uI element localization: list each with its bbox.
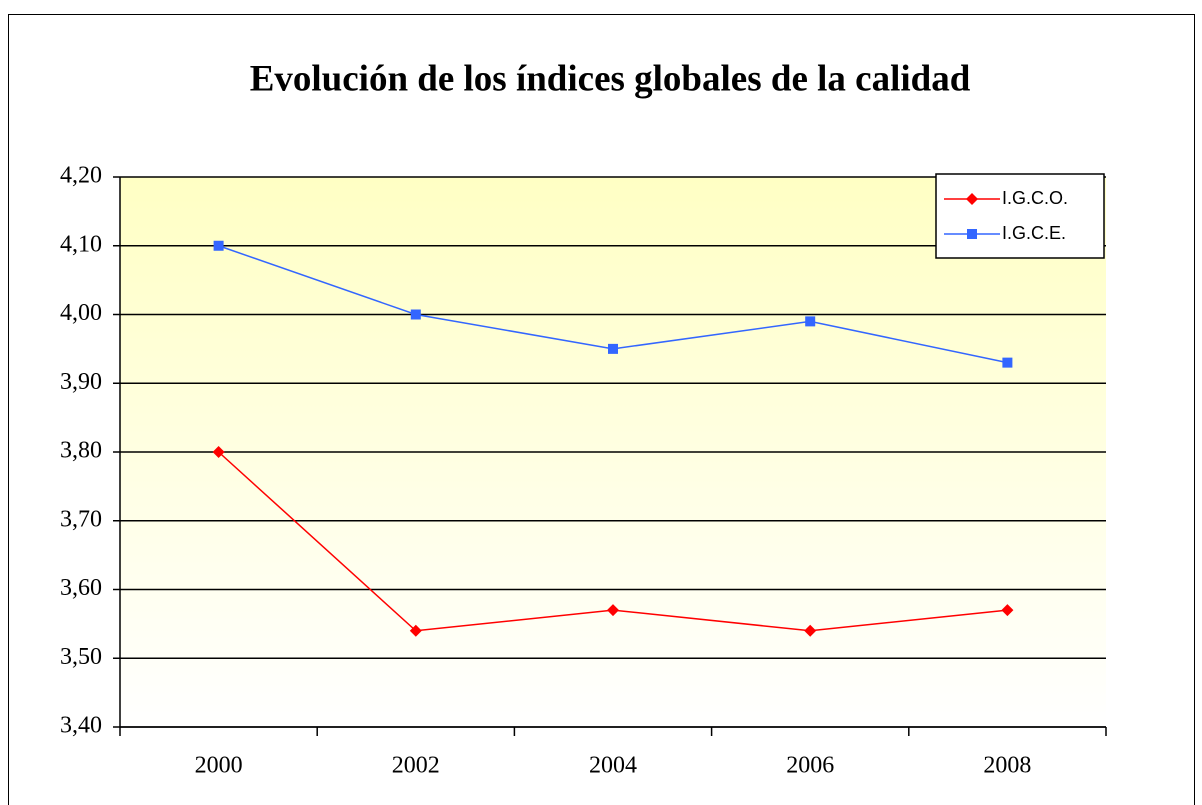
y-tick-label: 3,50 [60,644,102,670]
y-tick-label: 4,00 [60,300,102,326]
x-tick-label: 2004 [589,753,637,779]
marker [410,309,421,320]
marker [607,604,619,617]
y-tick-label: 4,20 [60,163,102,189]
chart-title: Evolución de los índices globales de la … [250,58,971,99]
legend-label: I.G.C.O. [1002,188,1068,208]
y-tick-label: 3,60 [60,575,102,601]
marker [409,624,422,637]
x-tick-label: 2006 [786,753,834,779]
marker [608,343,618,354]
y-tick-label: 4,10 [60,231,102,257]
marker [804,624,817,637]
x-tick-label: 2002 [392,753,440,779]
y-tick-label: 3,40 [60,713,102,739]
x-tick-label: 2000 [195,753,243,779]
legend-label: I.G.C.E. [1002,223,1066,243]
marker [1002,357,1013,368]
x-tick-label: 2008 [983,753,1031,779]
marker [213,240,224,251]
y-tick-label: 3,90 [60,369,102,395]
legend-box [935,173,1105,259]
marker [1001,604,1014,617]
y-tick-label: 3,80 [60,438,102,464]
y-tick-label: 3,70 [60,506,102,532]
marker [805,316,816,327]
marker [967,229,977,239]
marker [212,446,225,458]
marker [966,193,978,205]
